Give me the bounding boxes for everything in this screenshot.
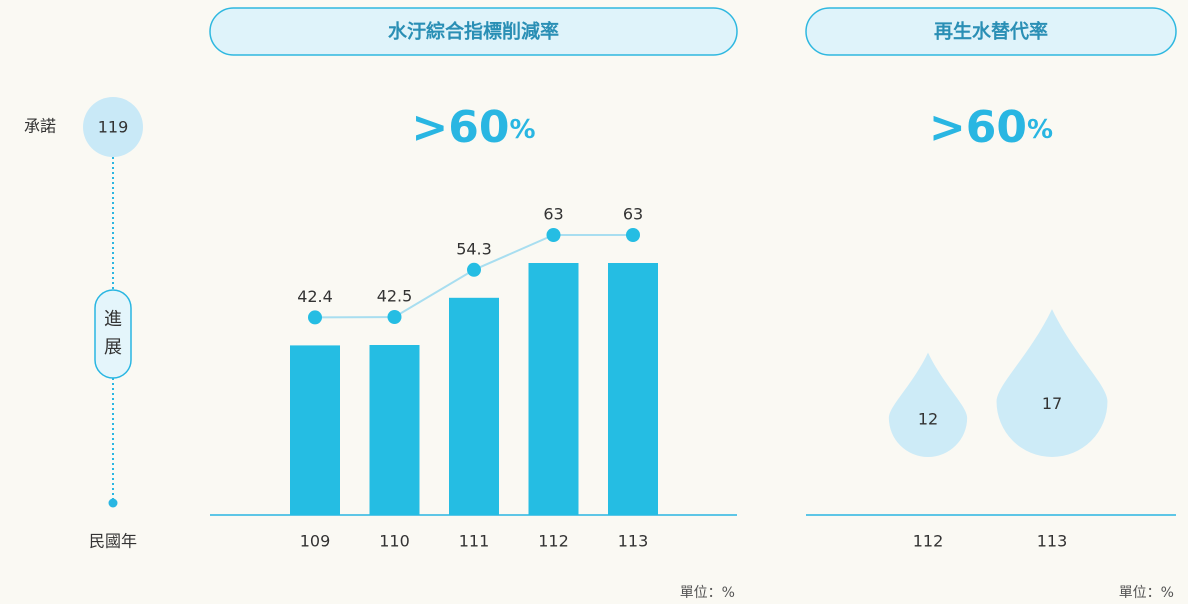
unit-label: 單位：% [680,585,735,601]
drop [996,309,1108,458]
commit-year: 119 [98,118,129,137]
data-label: 42.5 [377,287,413,306]
bar [290,345,340,515]
unit-label: 單位：% [1119,585,1174,601]
chart-title: 再生水替代率 [934,20,1048,43]
line-point [387,310,402,324]
x-tick-label: 111 [459,532,490,551]
chart-title: 水汙綜合指標削減率 [388,20,559,43]
x-tick-label: 112 [538,532,569,551]
target: >60% [411,102,535,153]
target-unit: % [510,115,536,145]
bar [608,263,658,515]
x-tick-label: 110 [379,532,410,551]
progress-label: 展 [104,337,122,358]
progress-pill [94,289,132,379]
line-point [467,262,481,277]
data-label: 63 [543,205,563,224]
year-label: 民國年 [89,532,137,551]
line-point [308,310,322,325]
sidebar: 承諾 119 進 展 民國年 [24,97,143,551]
timeline-end [108,498,118,508]
data-label: 17 [1042,394,1062,413]
target: >60% [929,102,1053,153]
commit-label: 承諾 [24,117,56,136]
x-tick-label: 113 [1037,532,1068,551]
title-pill [209,7,738,56]
progress-label: 進 [104,309,122,330]
drop [888,352,968,458]
x-tick-label: 112 [913,532,944,551]
data-label: 54.3 [456,239,492,258]
data-label: 63 [623,205,643,224]
x-tick-label: 109 [300,532,331,551]
line-point [546,228,561,242]
bar [449,297,499,515]
target-value: >60 [411,102,509,153]
bar [528,263,579,515]
bar [369,345,420,515]
x-tick-label: 113 [618,532,649,551]
data-label: 12 [918,409,938,428]
data-label: 42.4 [297,287,333,306]
line-point [626,228,640,242]
title-pill [805,7,1177,56]
target-value: >60 [929,102,1027,153]
target-unit: % [1027,115,1053,145]
commit-circle [83,97,143,157]
